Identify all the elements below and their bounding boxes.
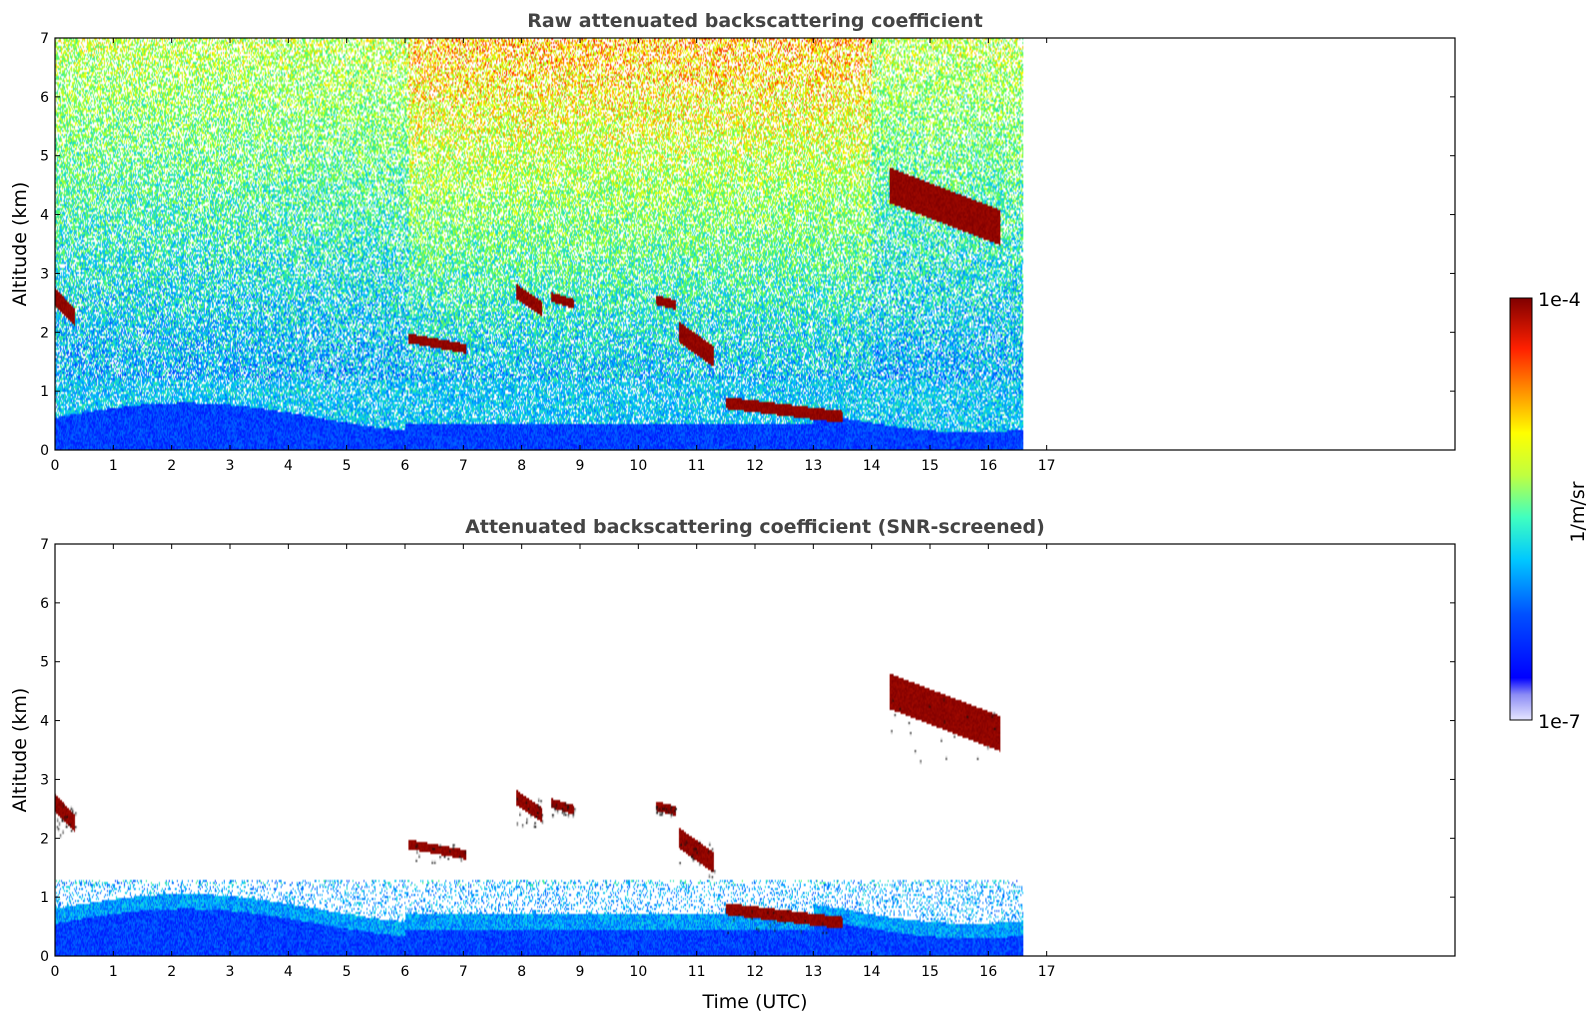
bottom-x-axis-label: Time (UTC)	[701, 991, 807, 1013]
y-tick-label: 2	[40, 325, 49, 341]
x-tick-label: 10	[629, 964, 647, 980]
x-tick-label: 5	[342, 964, 351, 980]
x-tick-label: 13	[804, 458, 822, 474]
x-tick-label: 7	[459, 458, 468, 474]
x-tick-label: 6	[401, 458, 410, 474]
x-tick-label: 11	[688, 458, 706, 474]
x-tick-label: 2	[167, 458, 176, 474]
colorbar-max-label: 1e-4	[1538, 289, 1581, 311]
y-tick-label: 2	[40, 831, 49, 847]
x-tick-label: 9	[576, 964, 585, 980]
x-tick-label: 15	[921, 964, 939, 980]
x-tick-label: 7	[459, 964, 468, 980]
x-tick-label: 6	[401, 964, 410, 980]
x-tick-label: 1	[109, 964, 118, 980]
y-tick-label: 1	[40, 384, 49, 400]
y-tick-label: 3	[40, 266, 49, 282]
x-tick-label: 16	[979, 458, 997, 474]
bottom-backscatter-image	[55, 544, 1024, 956]
y-tick-label: 0	[40, 949, 49, 965]
top-chart-title: Raw attenuated backscattering coefficien…	[527, 10, 983, 32]
x-tick-label: 5	[342, 458, 351, 474]
x-tick-label: 15	[921, 458, 939, 474]
y-tick-label: 6	[40, 90, 49, 106]
bottom-heatmap	[55, 544, 1024, 956]
colorbar-unit-label: 1/m/sr	[1567, 481, 1589, 542]
x-tick-label: 14	[863, 458, 881, 474]
colorbar: 1e-4 1e-7 1/m/sr	[1509, 289, 1589, 733]
top-y-axis-label: Altitude (km)	[9, 182, 31, 307]
y-tick-label: 4	[40, 714, 49, 730]
y-tick-label: 7	[40, 31, 49, 47]
colorbar-min-label: 1e-7	[1538, 711, 1581, 733]
x-tick-label: 1	[109, 458, 118, 474]
bottom-chart-title: Attenuated backscattering coefficient (S…	[465, 516, 1045, 538]
x-tick-label: 11	[688, 964, 706, 980]
y-tick-label: 1	[40, 890, 49, 906]
x-tick-label: 17	[1038, 964, 1056, 980]
top-backscatter-image	[55, 38, 1024, 450]
x-tick-label: 0	[51, 458, 60, 474]
y-tick-label: 0	[40, 443, 49, 459]
x-tick-label: 4	[284, 458, 293, 474]
x-tick-label: 2	[167, 964, 176, 980]
x-tick-label: 17	[1038, 458, 1056, 474]
y-tick-label: 5	[40, 655, 49, 671]
y-tick-label: 3	[40, 772, 49, 788]
x-tick-label: 3	[226, 964, 235, 980]
x-tick-label: 4	[284, 964, 293, 980]
y-tick-label: 6	[40, 596, 49, 612]
x-tick-label: 3	[226, 458, 235, 474]
y-tick-label: 4	[40, 208, 49, 224]
x-tick-label: 9	[576, 458, 585, 474]
x-tick-label: 12	[746, 458, 764, 474]
x-tick-label: 14	[863, 964, 881, 980]
bottom-y-axis-label: Altitude (km)	[9, 688, 31, 813]
top-panel: Raw attenuated backscattering coefficien…	[9, 10, 1456, 474]
x-tick-label: 16	[979, 964, 997, 980]
x-tick-label: 0	[51, 964, 60, 980]
x-tick-label: 13	[804, 964, 822, 980]
colorbar-gradient	[1509, 297, 1533, 721]
y-tick-label: 5	[40, 149, 49, 165]
top-heatmap	[55, 38, 1024, 450]
x-tick-label: 8	[517, 964, 526, 980]
x-tick-label: 8	[517, 458, 526, 474]
y-tick-label: 7	[40, 537, 49, 553]
x-tick-label: 12	[746, 964, 764, 980]
x-tick-label: 10	[629, 458, 647, 474]
bottom-panel: Attenuated backscattering coefficient (S…	[9, 516, 1456, 1013]
